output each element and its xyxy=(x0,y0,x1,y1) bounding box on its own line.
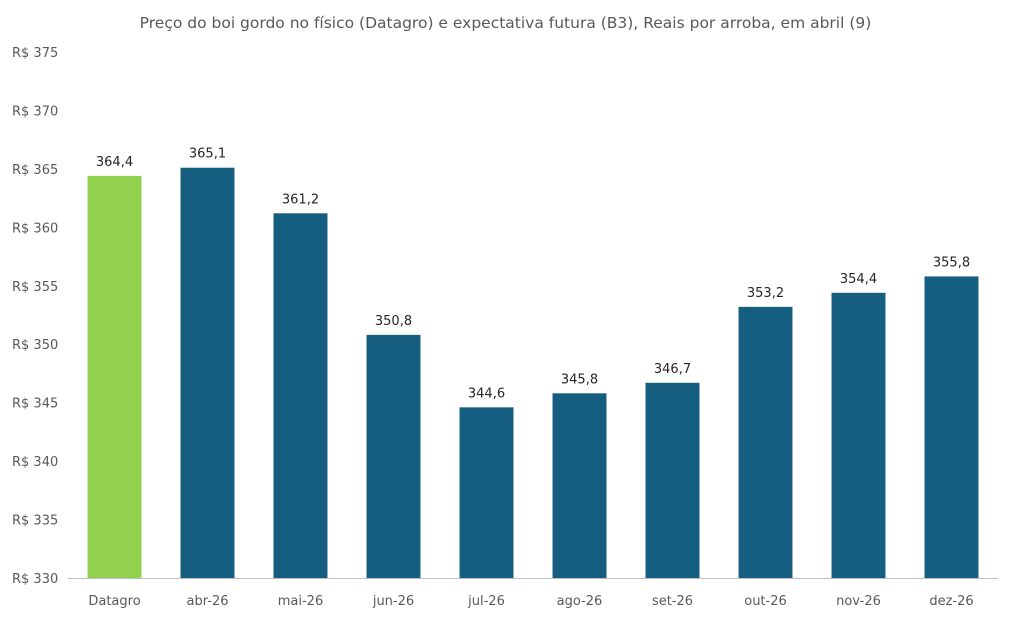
x-tick-label: out-26 xyxy=(744,594,787,609)
y-tick-label: R$ 330 xyxy=(12,572,58,587)
bar-mai-26 xyxy=(273,213,328,578)
data-label: 354,4 xyxy=(840,272,877,287)
bar-jul-26 xyxy=(459,407,514,578)
y-tick-label: R$ 340 xyxy=(12,455,58,470)
bar-abr-26 xyxy=(180,167,235,578)
y-tick-label: R$ 345 xyxy=(12,397,58,412)
bar-set-26 xyxy=(645,382,700,578)
data-label: 365,1 xyxy=(189,147,226,162)
bars-group xyxy=(87,167,979,578)
data-label: 353,2 xyxy=(747,286,784,301)
x-tick-label: nov-26 xyxy=(836,594,881,609)
x-tick-label: Datagro xyxy=(88,594,140,609)
x-tick-label: ago-26 xyxy=(557,594,603,609)
bar-nov-26 xyxy=(831,292,886,578)
x-tick-label: jun-26 xyxy=(372,594,414,609)
data-label: 361,2 xyxy=(282,192,319,207)
chart-title: Preço do boi gordo no físico (Datagro) e… xyxy=(139,14,872,32)
data-labels-group: 364,4 365,1 361,2 350,8 344,6 345,8 346,7 353,2… xyxy=(96,147,970,402)
data-label: 364,4 xyxy=(96,155,133,170)
y-tick-label: R$ 355 xyxy=(12,280,58,295)
bar-jun-26 xyxy=(366,334,421,578)
data-label: 350,8 xyxy=(375,314,412,329)
y-tick-label: R$ 370 xyxy=(12,104,58,119)
x-tick-label: jul-26 xyxy=(467,594,505,609)
x-axis-ticks: Datagro abr-26 mai-26 jun-26 jul-26 ago-26 set… xyxy=(88,594,973,609)
x-tick-label: mai-26 xyxy=(278,594,323,609)
x-tick-label: dez-26 xyxy=(929,594,973,609)
x-tick-label: abr-26 xyxy=(187,594,229,609)
y-axis-ticks: R$ 330 R$ 335 R$ 340 R$ 345 R$ 350 R$ 355 R$ 3… xyxy=(12,46,58,587)
x-tick-label: set-26 xyxy=(652,594,693,609)
data-label: 345,8 xyxy=(561,372,598,387)
bar-dez-26 xyxy=(924,276,979,578)
bar-datagro xyxy=(87,175,142,578)
bar-out-26 xyxy=(738,306,793,578)
y-tick-label: R$ 335 xyxy=(12,514,58,529)
data-label: 346,7 xyxy=(654,362,691,377)
bar-ago-26 xyxy=(552,393,607,578)
y-tick-label: R$ 375 xyxy=(12,46,58,61)
data-label: 344,6 xyxy=(468,386,505,401)
y-tick-label: R$ 365 xyxy=(12,163,58,178)
data-label: 355,8 xyxy=(933,255,970,270)
y-tick-label: R$ 350 xyxy=(12,338,58,353)
y-tick-label: R$ 360 xyxy=(12,221,58,236)
